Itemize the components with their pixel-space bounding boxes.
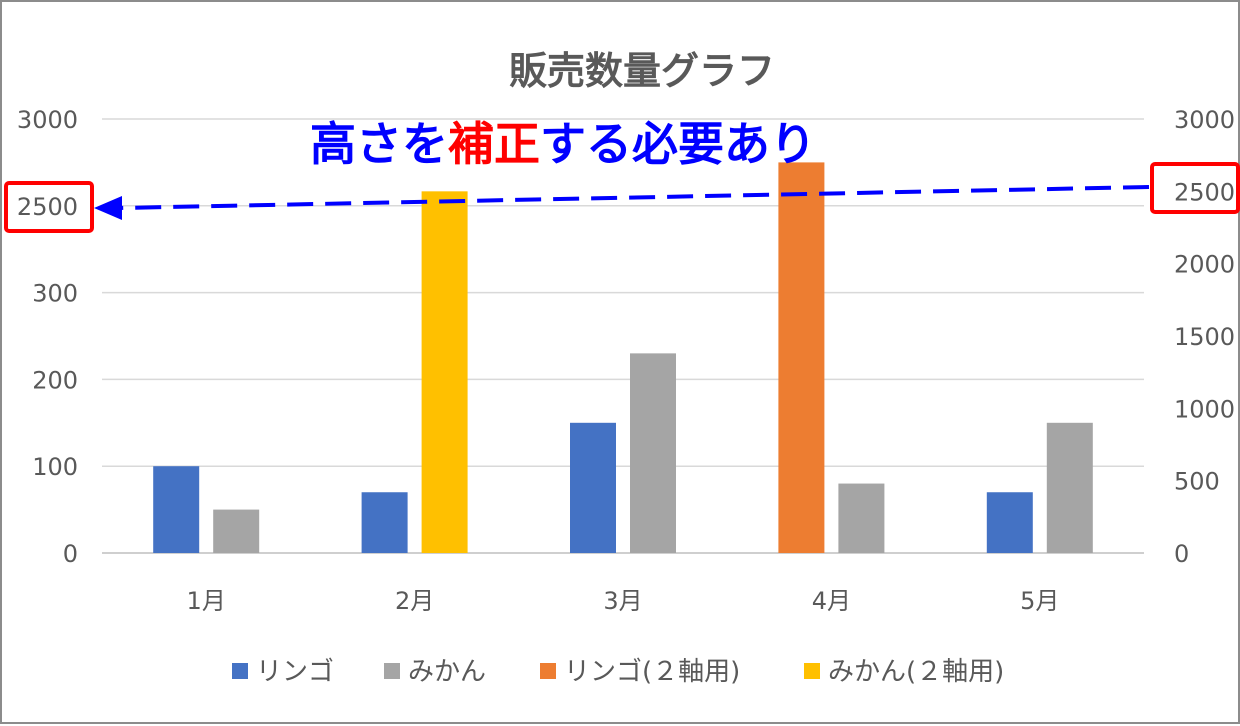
legend-label: みかん(２軸用) — [828, 657, 1004, 687]
chart-title: 販売数量グラフ — [509, 49, 775, 93]
right-highlight-box — [1150, 162, 1240, 214]
annotation-text-part: 高さを — [310, 117, 448, 171]
right-axis-tick-label: 2000 — [1174, 251, 1235, 279]
bar — [1046, 422, 1093, 553]
bar — [630, 353, 676, 553]
bar — [421, 191, 468, 554]
x-axis-tick-label: 1月 — [187, 587, 226, 615]
legend-label: みかん — [408, 657, 486, 687]
legend-swatch — [384, 663, 400, 679]
left-highlight-box — [4, 181, 94, 233]
annotation-text-part: 補正 — [448, 117, 540, 171]
bar — [570, 422, 616, 553]
x-axis-tick-label: 5月 — [1020, 587, 1059, 615]
annotation-text: 高さを補正する必要あり — [310, 117, 816, 171]
bar — [361, 492, 408, 553]
left-axis-tick-label: 300 — [32, 280, 78, 308]
legend-swatch — [804, 663, 820, 679]
dashed-arrow-line — [119, 185, 1150, 210]
x-axis-tick-label: 4月 — [812, 587, 851, 615]
legend-swatch — [540, 663, 556, 679]
x-axis-tick-label: 2月 — [395, 587, 434, 615]
right-axis-tick-label: 1000 — [1174, 395, 1235, 423]
annotation-text-part: する必要あり — [540, 117, 816, 171]
left-axis-tick-label: 100 — [32, 453, 78, 481]
bar — [838, 483, 885, 553]
right-axis-tick-label: 500 — [1174, 468, 1220, 496]
legend-label: リンゴ(２軸用) — [564, 657, 740, 687]
left-axis-tick-label: 2500 — [17, 193, 78, 221]
right-axis-tick-label: 1500 — [1174, 323, 1235, 351]
left-axis-tick-label: 3000 — [17, 106, 78, 134]
right-axis-tick-label: 0 — [1174, 540, 1189, 568]
right-axis-tick-label: 2500 — [1174, 178, 1235, 206]
bar — [778, 162, 825, 553]
right-axis-tick-label: 3000 — [1174, 106, 1235, 134]
bar — [153, 466, 200, 553]
arrow-head-icon — [94, 196, 122, 220]
legend-label: リンゴ — [256, 657, 334, 687]
left-axis-tick-label: 200 — [32, 366, 78, 394]
legend-swatch — [232, 663, 248, 679]
bar — [986, 492, 1033, 553]
x-axis-tick-label: 3月 — [603, 587, 642, 615]
bar — [213, 509, 260, 553]
left-axis-tick-label: 0 — [63, 540, 78, 568]
